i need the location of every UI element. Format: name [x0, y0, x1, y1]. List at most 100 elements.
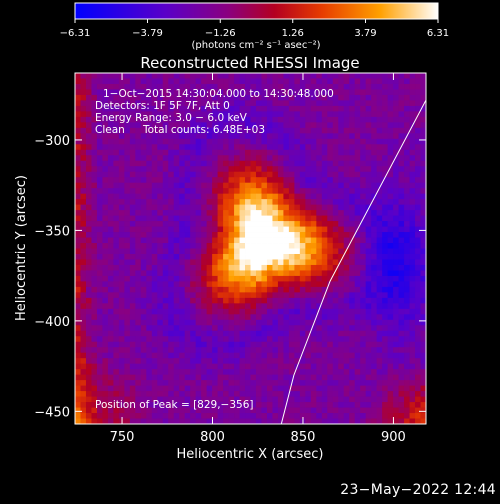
heatmap-cell	[217, 171, 224, 178]
heatmap-cell	[184, 105, 191, 112]
heatmap-cell	[239, 275, 246, 282]
heatmap-cell	[283, 182, 290, 189]
heatmap-cell	[288, 330, 295, 337]
heatmap-cell	[113, 369, 120, 376]
heatmap-cell	[398, 155, 405, 162]
heatmap-cell	[206, 100, 213, 107]
heatmap-cell	[217, 182, 224, 189]
heatmap-cell	[80, 160, 87, 167]
heatmap-cell	[168, 144, 175, 151]
heatmap-cell	[151, 100, 158, 107]
heatmap-cell	[184, 402, 191, 408]
heatmap-cell	[393, 94, 399, 101]
annotation-total-counts: Total counts: 6.48E+03	[142, 124, 265, 136]
heatmap-cell	[288, 286, 295, 293]
heatmap-cell	[80, 116, 87, 123]
heatmap-cell	[376, 237, 383, 244]
heatmap-cell	[96, 215, 103, 222]
heatmap-cell	[327, 171, 334, 178]
heatmap-cell	[250, 237, 257, 244]
heatmap-cell	[371, 127, 378, 134]
heatmap-cell	[75, 303, 81, 310]
heatmap-cell	[349, 325, 356, 332]
heatmap-cell	[91, 127, 98, 134]
heatmap-cell	[228, 166, 235, 173]
heatmap-cell	[266, 413, 273, 419]
heatmap-cell	[146, 303, 153, 310]
heatmap-cell	[272, 385, 279, 392]
heatmap-cell	[162, 319, 169, 326]
heatmap-cell	[288, 232, 295, 238]
heatmap-cell	[250, 94, 257, 101]
heatmap-cell	[266, 363, 273, 370]
heatmap-cell	[206, 177, 213, 184]
heatmap-cell	[228, 215, 235, 222]
heatmap-cell	[118, 407, 125, 414]
heatmap-cell	[234, 177, 240, 184]
heatmap-cell	[217, 193, 224, 200]
heatmap-cell	[146, 270, 153, 277]
heatmap-cell	[349, 396, 356, 403]
heatmap-cell	[80, 391, 87, 397]
heatmap-cell	[415, 281, 421, 288]
heatmap-cell	[162, 127, 169, 134]
heatmap-cell	[376, 204, 383, 211]
heatmap-cell	[234, 226, 240, 233]
heatmap-cell	[140, 188, 147, 195]
heatmap-cell	[190, 199, 197, 206]
heatmap-cell	[354, 105, 361, 112]
heatmap-cell	[151, 407, 158, 414]
heatmap-cell	[393, 314, 399, 321]
heatmap-cell	[118, 155, 125, 162]
heatmap-cell	[91, 281, 98, 288]
heatmap-cell	[245, 407, 251, 414]
heatmap-cell	[107, 89, 114, 96]
heatmap-cell	[140, 297, 147, 304]
heatmap-cell	[393, 369, 399, 376]
heatmap-cell	[146, 319, 153, 326]
heatmap-cell	[365, 237, 372, 244]
heatmap-cell	[250, 138, 257, 145]
heatmap-cell	[234, 78, 240, 85]
heatmap-cell	[212, 380, 218, 387]
heatmap-cell	[415, 341, 421, 348]
heatmap-cell	[338, 122, 345, 129]
heatmap-cell	[102, 297, 109, 304]
heatmap-cell	[393, 171, 399, 178]
heatmap-cell	[272, 314, 279, 321]
heatmap-cell	[140, 253, 147, 260]
heatmap-cell	[288, 303, 295, 310]
heatmap-cell	[228, 188, 235, 195]
heatmap-cell	[96, 193, 103, 200]
heatmap-cell	[299, 133, 306, 140]
heatmap-cell	[266, 264, 273, 271]
heatmap-cell	[107, 210, 114, 216]
heatmap-cell	[140, 385, 147, 392]
heatmap-cell	[261, 259, 268, 266]
heatmap-cell	[338, 177, 345, 184]
heatmap-cell	[376, 418, 383, 424]
heatmap-cell	[75, 138, 81, 145]
heatmap-cell	[261, 396, 268, 403]
heatmap-cell	[96, 210, 103, 216]
heatmap-cell	[382, 319, 389, 326]
heatmap-cell	[173, 133, 180, 140]
heatmap-cell	[288, 177, 295, 184]
heatmap-cell	[398, 308, 405, 315]
heatmap-cell	[245, 171, 251, 178]
heatmap-cell	[195, 149, 202, 156]
heatmap-cell	[310, 418, 317, 424]
heatmap-cell	[124, 374, 131, 381]
heatmap-cell	[206, 73, 213, 79]
heatmap-cell	[212, 402, 218, 408]
heatmap-cell	[118, 248, 125, 255]
heatmap-cell	[80, 105, 87, 112]
heatmap-cell	[316, 188, 323, 195]
heatmap-cell	[140, 264, 147, 271]
heatmap-cell	[393, 413, 399, 419]
heatmap-cell	[283, 253, 290, 260]
heatmap-cell	[255, 253, 262, 260]
heatmap-cell	[349, 138, 356, 145]
heatmap-cell	[299, 193, 306, 200]
heatmap-cell	[146, 418, 153, 424]
